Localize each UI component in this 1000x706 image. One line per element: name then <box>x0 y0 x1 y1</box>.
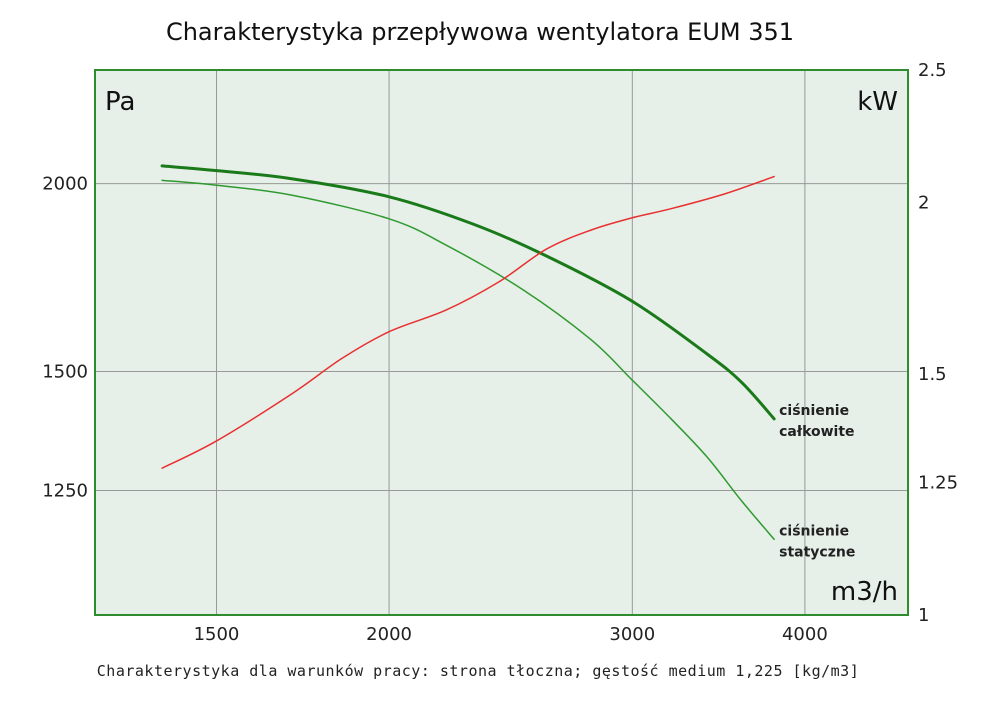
y-right-tick-label-2.5: 2.5 <box>918 60 947 81</box>
tick-layer: 1500 2000 3000 4000 2000 1500 1250 2.5 2 1.5 1.25 1 <box>42 60 958 645</box>
y-left-tick-label-1500: 1500 <box>42 361 88 382</box>
x-tick-label-3000: 3000 <box>609 624 655 645</box>
chart-title: Charakterystyka przepływowa wentylatora … <box>166 18 794 46</box>
y-right-tick-label-1.25: 1.25 <box>918 472 958 493</box>
x-tick-label-4000: 4000 <box>782 624 828 645</box>
y-right-tick-label-1: 1 <box>918 605 929 626</box>
series-label-layer: ciśnienie całkowite ciśnienie statyczne <box>779 403 855 560</box>
y-right-tick-label-2: 2 <box>918 193 929 214</box>
grid-layer <box>95 70 908 615</box>
series-label-cisnienie-statyczne-0: ciśnienie <box>779 523 849 539</box>
x-tick-label-1500: 1500 <box>194 624 240 645</box>
y-left-tick-label-2000: 2000 <box>42 174 88 195</box>
y-right-tick-label-1.5: 1.5 <box>918 364 947 385</box>
series-line-cisnienie-statyczne <box>161 179 775 541</box>
curve-layer <box>160 164 776 541</box>
chart-caption: Charakterystyka dla warunków pracy: stro… <box>97 662 859 680</box>
series-label-cisnienie-calkowite-1: całkowite <box>779 424 854 440</box>
plot-area <box>94 69 909 616</box>
series-label-cisnienie-statyczne-1: statyczne <box>779 544 855 560</box>
y-left-tick-label-1250: 1250 <box>42 480 88 501</box>
x-unit-label: m3/h <box>831 577 898 607</box>
series-label-cisnienie-calkowite-0: ciśnienie <box>779 403 849 419</box>
y-right-unit-label: kW <box>857 87 898 117</box>
series-line-cisnienie-calkowite <box>160 164 776 421</box>
y-left-unit-label: Pa <box>105 87 135 117</box>
plot-frame <box>94 69 909 616</box>
series-line-moc <box>161 175 775 469</box>
x-tick-label-2000: 2000 <box>366 624 412 645</box>
